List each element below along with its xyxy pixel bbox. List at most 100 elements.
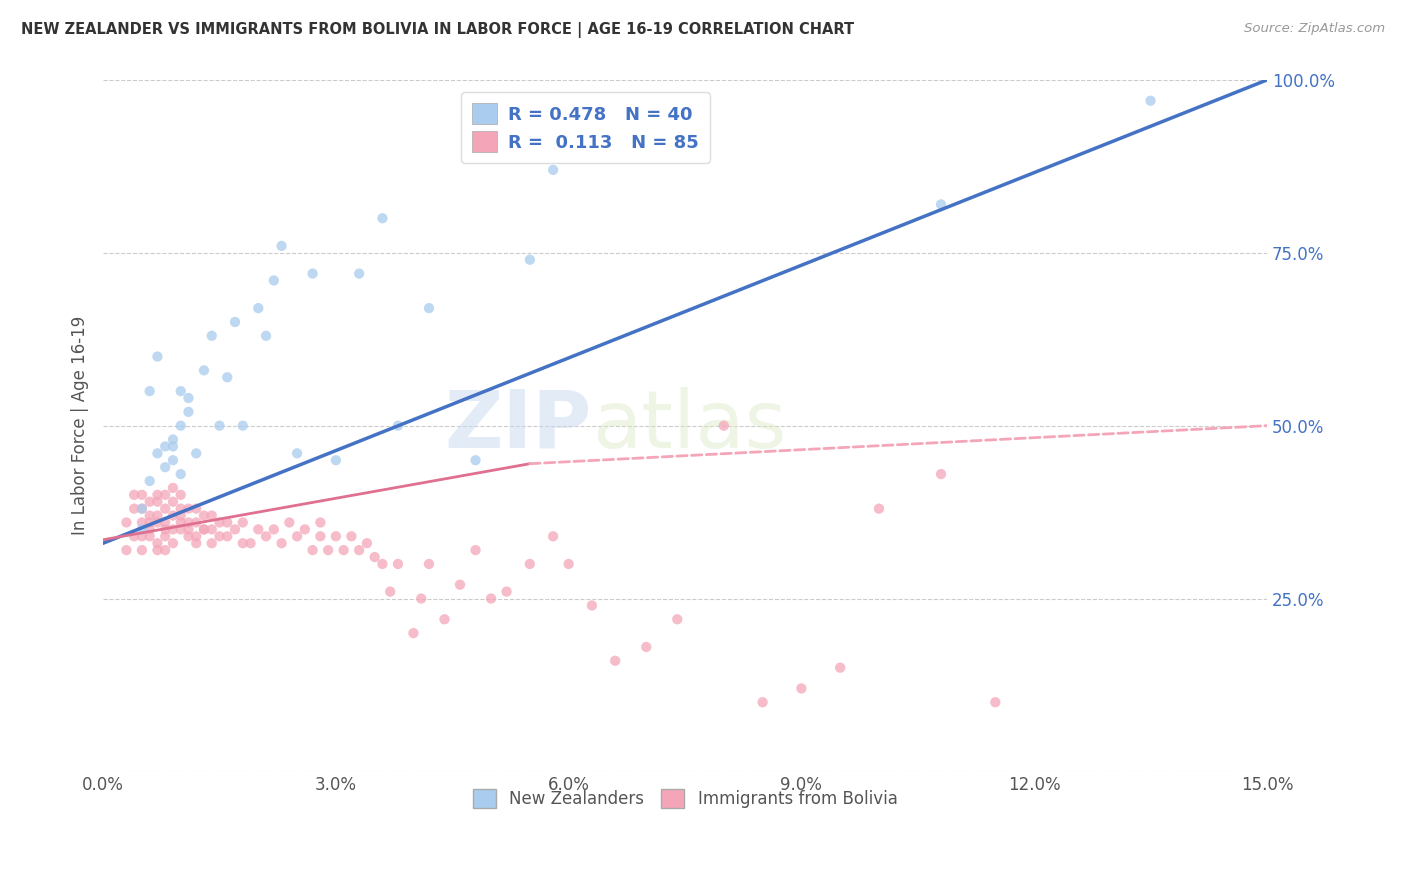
Point bbox=[146, 516, 169, 530]
Point bbox=[153, 516, 176, 530]
Point bbox=[402, 626, 425, 640]
Point bbox=[131, 488, 153, 502]
Point bbox=[208, 529, 231, 543]
Point bbox=[170, 501, 193, 516]
Point bbox=[340, 529, 363, 543]
Point bbox=[186, 501, 208, 516]
Point bbox=[177, 529, 200, 543]
Point bbox=[162, 453, 184, 467]
Text: ZIP: ZIP bbox=[444, 386, 592, 465]
Point bbox=[387, 557, 409, 571]
Point bbox=[186, 446, 208, 460]
Point bbox=[131, 516, 153, 530]
Point bbox=[557, 557, 579, 571]
Point bbox=[146, 543, 169, 558]
Legend: New Zealanders, Immigrants from Bolivia: New Zealanders, Immigrants from Bolivia bbox=[465, 782, 904, 815]
Point bbox=[217, 516, 239, 530]
Point bbox=[278, 516, 301, 530]
Point bbox=[138, 474, 160, 488]
Point bbox=[332, 543, 354, 558]
Point bbox=[325, 529, 347, 543]
Point bbox=[131, 501, 153, 516]
Point bbox=[495, 584, 517, 599]
Text: NEW ZEALANDER VS IMMIGRANTS FROM BOLIVIA IN LABOR FORCE | AGE 16-19 CORRELATION : NEW ZEALANDER VS IMMIGRANTS FROM BOLIVIA… bbox=[21, 22, 855, 38]
Point bbox=[636, 640, 658, 654]
Point bbox=[153, 488, 176, 502]
Point bbox=[115, 516, 138, 530]
Point bbox=[224, 522, 246, 536]
Point bbox=[138, 494, 160, 508]
Point bbox=[162, 536, 184, 550]
Point bbox=[201, 536, 224, 550]
Point bbox=[347, 267, 370, 281]
Point bbox=[170, 384, 193, 398]
Point bbox=[651, 135, 673, 149]
Point bbox=[254, 529, 277, 543]
Point bbox=[177, 391, 200, 405]
Point bbox=[309, 516, 332, 530]
Point bbox=[285, 529, 308, 543]
Point bbox=[186, 529, 208, 543]
Point bbox=[263, 273, 285, 287]
Point bbox=[153, 439, 176, 453]
Point bbox=[371, 211, 394, 226]
Point bbox=[356, 536, 378, 550]
Point bbox=[479, 591, 502, 606]
Point bbox=[666, 612, 689, 626]
Point bbox=[138, 522, 160, 536]
Point bbox=[170, 418, 193, 433]
Point bbox=[131, 522, 153, 536]
Point bbox=[193, 363, 215, 377]
Point bbox=[232, 536, 254, 550]
Y-axis label: In Labor Force | Age 16-19: In Labor Force | Age 16-19 bbox=[72, 316, 89, 535]
Point bbox=[170, 522, 193, 536]
Point bbox=[387, 418, 409, 433]
Point bbox=[146, 494, 169, 508]
Point bbox=[115, 543, 138, 558]
Point bbox=[138, 384, 160, 398]
Point bbox=[177, 405, 200, 419]
Point bbox=[153, 522, 176, 536]
Point bbox=[162, 439, 184, 453]
Point bbox=[153, 543, 176, 558]
Point bbox=[984, 695, 1007, 709]
Point bbox=[131, 501, 153, 516]
Point bbox=[605, 654, 627, 668]
Point bbox=[519, 252, 541, 267]
Point bbox=[449, 577, 471, 591]
Point bbox=[239, 536, 262, 550]
Point bbox=[418, 301, 440, 315]
Point bbox=[371, 557, 394, 571]
Point bbox=[162, 481, 184, 495]
Point bbox=[186, 516, 208, 530]
Point bbox=[146, 350, 169, 364]
Point bbox=[138, 516, 160, 530]
Point bbox=[170, 508, 193, 523]
Point bbox=[177, 522, 200, 536]
Point bbox=[541, 162, 564, 177]
Point bbox=[201, 522, 224, 536]
Point bbox=[153, 460, 176, 475]
Text: atlas: atlas bbox=[592, 386, 786, 465]
Point bbox=[541, 529, 564, 543]
Point bbox=[418, 557, 440, 571]
Point bbox=[363, 549, 385, 564]
Point bbox=[177, 516, 200, 530]
Point bbox=[162, 433, 184, 447]
Point bbox=[146, 508, 169, 523]
Point bbox=[1139, 94, 1161, 108]
Point bbox=[301, 543, 323, 558]
Point bbox=[464, 453, 486, 467]
Point bbox=[153, 529, 176, 543]
Point bbox=[146, 536, 169, 550]
Point bbox=[208, 418, 231, 433]
Point bbox=[193, 522, 215, 536]
Point bbox=[294, 522, 316, 536]
Point bbox=[186, 536, 208, 550]
Point bbox=[929, 197, 952, 211]
Point bbox=[177, 501, 200, 516]
Point bbox=[138, 529, 160, 543]
Point bbox=[433, 612, 456, 626]
Point bbox=[232, 516, 254, 530]
Point bbox=[162, 494, 184, 508]
